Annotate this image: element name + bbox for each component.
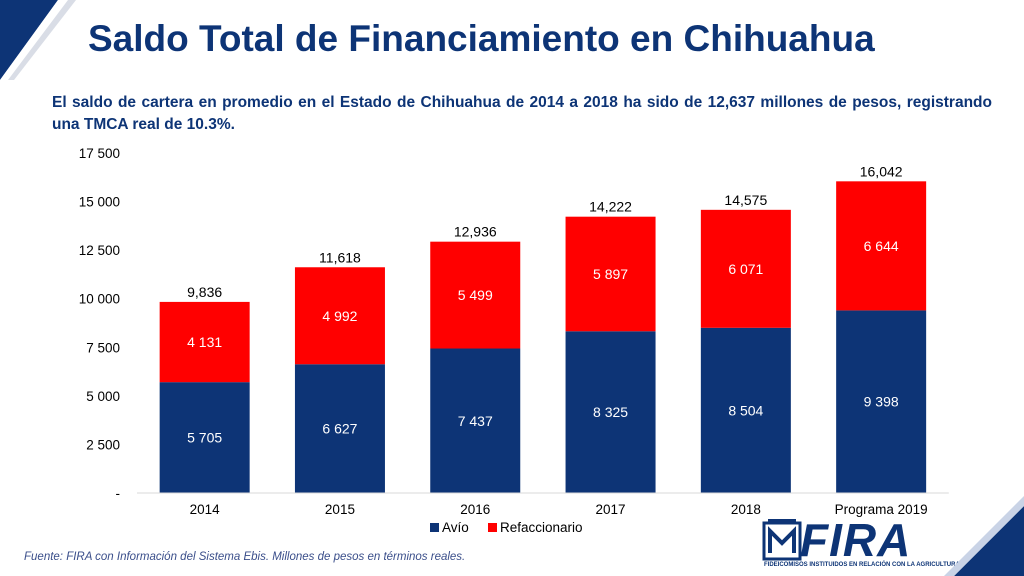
bar-value-label: 7 437 bbox=[458, 413, 493, 429]
y-tick-label: - bbox=[116, 486, 121, 501]
bar-avio bbox=[836, 310, 927, 493]
legend-label: Refaccionario bbox=[500, 520, 583, 535]
page-subtitle: El saldo de cartera en promedio en el Es… bbox=[52, 92, 992, 136]
stacked-bar-chart: - 2 500 5 000 7 500 10 000 12 500 15 000 17 500… bbox=[79, 146, 949, 535]
logo-tagline: FIDEICOMISOS INSTITUIDOS EN RELACIÓN CON… bbox=[764, 562, 960, 568]
bar-avio bbox=[294, 364, 385, 493]
bar-refaccionario bbox=[430, 241, 521, 349]
x-tick-label: 2015 bbox=[325, 502, 355, 517]
bar-avio bbox=[430, 348, 521, 493]
y-tick-label: 10 000 bbox=[79, 292, 120, 307]
y-tick-label: 15 000 bbox=[79, 195, 120, 210]
page-title: Saldo Total de Financiamiento en Chihuah… bbox=[88, 18, 875, 59]
bar-total-label: 16,042 bbox=[860, 163, 903, 179]
x-tick-label: 2014 bbox=[190, 502, 221, 517]
corner-decoration-bottom-right bbox=[944, 496, 1024, 576]
bar-value-label: 5 705 bbox=[187, 430, 222, 446]
bar-value-label: 4 992 bbox=[322, 308, 357, 324]
bar-avio bbox=[565, 331, 656, 493]
x-tick-label: Programa 2019 bbox=[835, 502, 928, 517]
bar-value-label: 8 325 bbox=[593, 404, 628, 420]
bar-total-label: 14,575 bbox=[724, 192, 767, 208]
y-tick-label: 5 000 bbox=[86, 389, 120, 404]
x-tick-label: 2018 bbox=[731, 502, 761, 517]
bar-value-label: 8 504 bbox=[728, 402, 763, 418]
logo-wordmark: FIRA bbox=[800, 514, 912, 566]
bar-total-label: 11,618 bbox=[319, 249, 361, 265]
bar-avio bbox=[159, 382, 250, 493]
chart-bars: 5 705 4 131 9,836 6 627 4 992 11,618 7 437 5 49… bbox=[159, 163, 927, 493]
legend-swatch-refaccionario bbox=[488, 523, 497, 532]
bar-total-label: 12,936 bbox=[454, 224, 497, 240]
y-tick-label: 17 500 bbox=[79, 146, 120, 161]
bar-refaccionario bbox=[700, 209, 791, 328]
x-axis: 2014 2015 2016 2017 2018 Programa 2019 bbox=[137, 492, 949, 517]
bar-value-label: 5 499 bbox=[458, 287, 493, 303]
legend-swatch-avio bbox=[430, 523, 439, 532]
bar-total-label: 9,836 bbox=[187, 284, 222, 300]
y-axis: - 2 500 5 000 7 500 10 000 12 500 15 000 17 500 bbox=[79, 146, 120, 501]
bar-refaccionario bbox=[294, 267, 385, 365]
y-tick-label: 2 500 bbox=[86, 437, 120, 452]
y-tick-label: 7 500 bbox=[86, 340, 120, 355]
bar-value-label: 5 897 bbox=[593, 266, 628, 282]
bar-value-label: 9 398 bbox=[864, 394, 899, 410]
legend-label: Avío bbox=[442, 520, 469, 535]
bar-value-label: 6 627 bbox=[322, 421, 357, 437]
source-note: Fuente: FIRA con Información del Sistema… bbox=[24, 551, 466, 563]
subtitle-text: El saldo de cartera en promedio en el Es… bbox=[52, 94, 992, 133]
bar-value-label: 6 071 bbox=[728, 261, 763, 277]
bar-refaccionario bbox=[159, 301, 250, 383]
fira-emblem-icon bbox=[762, 519, 802, 561]
bar-refaccionario bbox=[836, 181, 927, 311]
bar-value-label: 6 644 bbox=[864, 238, 899, 254]
corner-decoration-top-left bbox=[0, 0, 76, 80]
subtitle-highlight: 10.3%. bbox=[186, 116, 235, 133]
fira-logo: FIRA FIDEICOMISOS INSTITUIDOS EN RELACIÓ… bbox=[758, 514, 960, 575]
x-tick-label: 2017 bbox=[596, 502, 626, 517]
bar-value-label: 4 131 bbox=[187, 334, 222, 350]
chart-legend: Avío Refaccionario bbox=[430, 520, 583, 535]
bar-total-label: 14,222 bbox=[589, 199, 632, 215]
y-tick-label: 12 500 bbox=[79, 243, 120, 258]
bar-refaccionario bbox=[565, 216, 656, 332]
x-tick-label: 2016 bbox=[460, 502, 490, 517]
bar-avio bbox=[700, 327, 791, 493]
